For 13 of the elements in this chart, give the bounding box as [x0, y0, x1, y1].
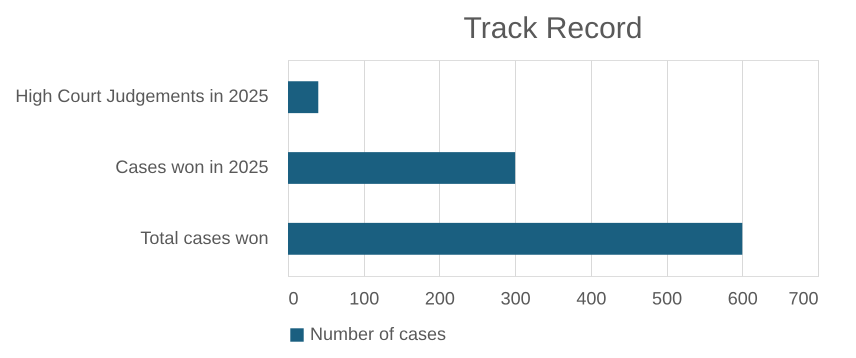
y-tick-label: High Court Judgements in 2025: [15, 86, 268, 106]
x-tick-label: 700: [788, 288, 818, 308]
x-tick-label: 300: [500, 288, 531, 308]
y-tick-label: Total cases won: [140, 228, 268, 248]
x-tick-label: 600: [728, 288, 758, 308]
x-tick-label: 100: [349, 288, 380, 308]
y-tick-label: Cases won in 2025: [115, 157, 268, 177]
legend-label: Number of cases: [310, 324, 446, 344]
chart-title: Track Record: [464, 12, 642, 45]
x-tick-label: 400: [576, 288, 606, 308]
x-tick-label: 0: [288, 288, 299, 308]
x-tick-label: 500: [652, 288, 682, 308]
x-tick-label: 200: [424, 288, 455, 308]
